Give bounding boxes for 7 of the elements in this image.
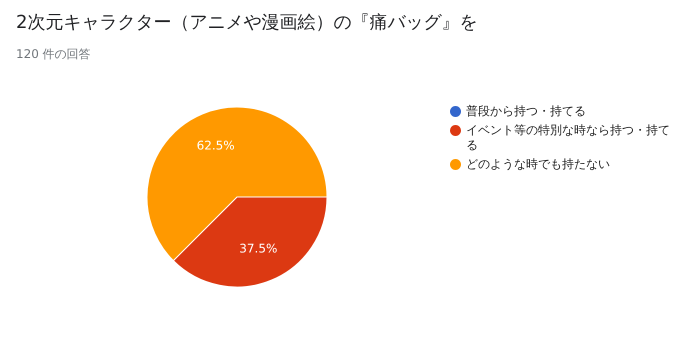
chart-title: 2次元キャラクター（アニメや漫画絵）の『痛バッグ』を — [16, 11, 478, 34]
data-label: 37.5% — [239, 242, 278, 256]
legend-label: 普段から持つ・持てる — [466, 104, 586, 118]
data-label: 62.5% — [196, 138, 235, 152]
legend-label: どのような時でも持たない — [466, 157, 610, 171]
chart-subtitle: 120 件の回答 — [16, 46, 91, 63]
legend-label: イベント等の特別な時なら持つ・持てる — [466, 123, 670, 152]
